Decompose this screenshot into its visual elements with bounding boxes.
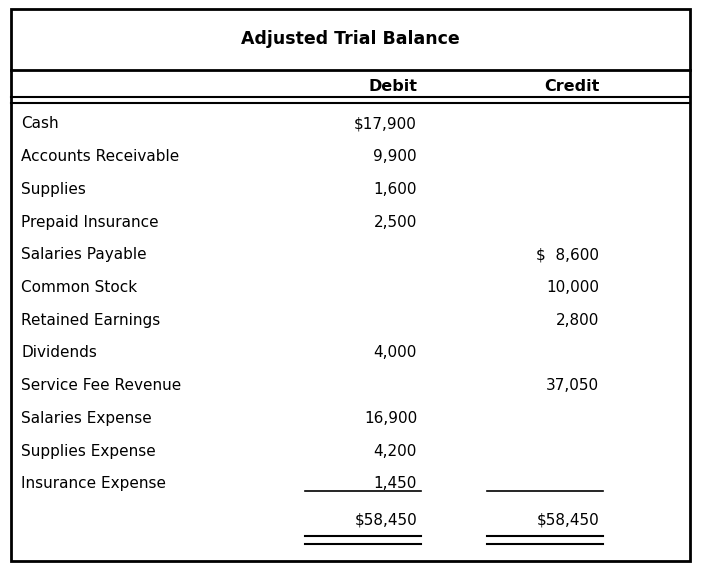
Text: Salaries Expense: Salaries Expense: [21, 411, 152, 426]
Text: 4,200: 4,200: [374, 443, 417, 459]
Text: 9,900: 9,900: [374, 149, 417, 164]
Text: Prepaid Insurance: Prepaid Insurance: [21, 214, 158, 230]
Text: 1,600: 1,600: [374, 182, 417, 197]
Text: Dividends: Dividends: [21, 345, 97, 360]
Text: Cash: Cash: [21, 116, 59, 131]
Text: $58,450: $58,450: [536, 512, 599, 527]
Text: Service Fee Revenue: Service Fee Revenue: [21, 378, 182, 393]
Text: Supplies: Supplies: [21, 182, 86, 197]
Text: 2,800: 2,800: [556, 313, 599, 328]
Text: 37,050: 37,050: [546, 378, 599, 393]
Text: $17,900: $17,900: [354, 116, 417, 131]
Text: Supplies Expense: Supplies Expense: [21, 443, 156, 459]
Text: 10,000: 10,000: [546, 280, 599, 295]
Text: $  8,600: $ 8,600: [536, 247, 599, 262]
Text: Adjusted Trial Balance: Adjusted Trial Balance: [241, 30, 460, 48]
Text: 16,900: 16,900: [364, 411, 417, 426]
Text: Debit: Debit: [368, 79, 417, 93]
Text: 1,450: 1,450: [374, 477, 417, 491]
Text: Insurance Expense: Insurance Expense: [21, 477, 166, 491]
Text: Salaries Payable: Salaries Payable: [21, 247, 147, 262]
Text: $58,450: $58,450: [354, 512, 417, 527]
Text: Credit: Credit: [544, 79, 599, 93]
Text: 2,500: 2,500: [374, 214, 417, 230]
Text: 4,000: 4,000: [374, 345, 417, 360]
Text: Common Stock: Common Stock: [21, 280, 137, 295]
Text: Accounts Receivable: Accounts Receivable: [21, 149, 179, 164]
Text: Retained Earnings: Retained Earnings: [21, 313, 161, 328]
